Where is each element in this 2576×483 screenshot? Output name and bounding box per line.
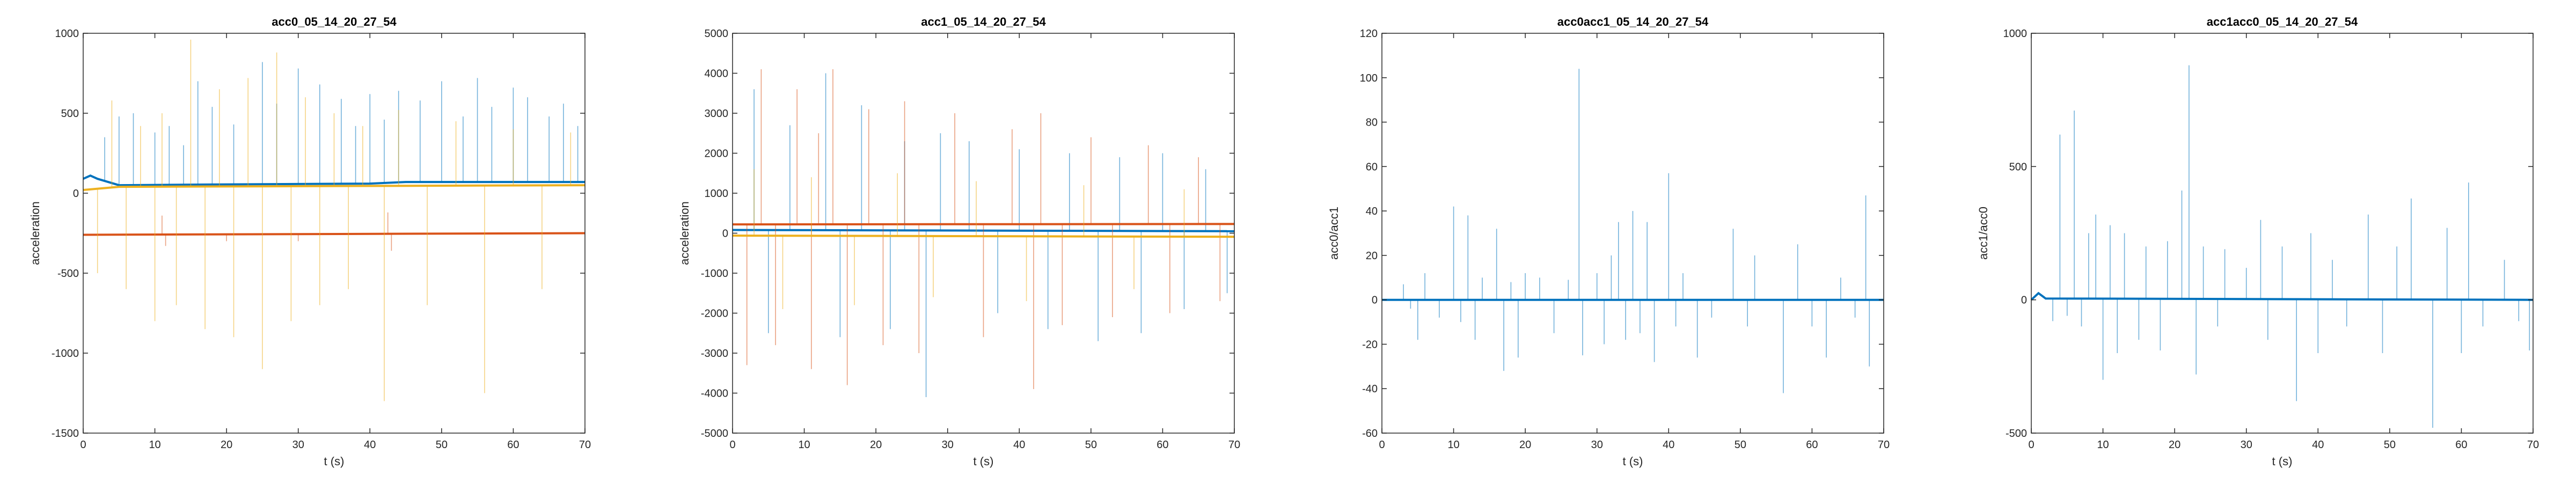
axes-box [2031, 33, 2534, 434]
series-0 [1382, 69, 1884, 393]
series-baseline [83, 174, 585, 187]
chart-title: acc1_05_14_20_27_54 [921, 15, 1046, 28]
y-tick-label: -40 [1362, 383, 1378, 395]
y-axis-label: acc1/acc0 [1977, 207, 1990, 260]
x-tick-label: 20 [221, 439, 232, 451]
x-tick-label: 30 [1591, 439, 1603, 451]
y-tick-label: -60 [1362, 428, 1378, 440]
y-tick-label: 4000 [705, 68, 729, 80]
y-tick-label: -3000 [701, 348, 728, 360]
series-1 [83, 212, 586, 251]
x-tick-label: 0 [80, 439, 86, 451]
axes-box [83, 33, 586, 434]
x-tick-label: 60 [1157, 439, 1168, 451]
x-axis-label: t (s) [1623, 455, 1643, 468]
x-tick-label: 50 [2384, 439, 2396, 451]
x-tick-label: 50 [436, 439, 448, 451]
y-tick-label: -1000 [52, 348, 79, 360]
series-baseline [2030, 291, 2534, 301]
y-tick-label: 20 [1366, 250, 1378, 262]
x-tick-label: 20 [870, 439, 882, 451]
x-tick-label: 10 [798, 439, 810, 451]
series-0 [2030, 65, 2534, 428]
x-tick-label: 10 [2097, 439, 2109, 451]
x-tick-label: 40 [1663, 439, 1674, 451]
y-tick-label: -500 [2006, 428, 2027, 440]
x-tick-label: 70 [2527, 439, 2539, 451]
chart-title: acc1acc0_05_14_20_27_54 [2207, 15, 2358, 28]
y-tick-label: 2000 [705, 148, 729, 160]
y-tick-label: -1000 [701, 268, 728, 280]
chart-3: 0 10 20 30 40 50 60 70-50005001000acc1acc0_05_1… [1977, 15, 2539, 468]
chart-1: 0 10 20 30 40 50 60 70 -5000 -4000 -3000 -2000 -1000… [678, 15, 1240, 468]
y-tick-label: -4000 [701, 388, 728, 400]
x-tick-label: 70 [1878, 439, 1890, 451]
y-tick-label: 80 [1366, 117, 1378, 129]
x-tick-label: 0 [729, 439, 735, 451]
y-tick-label: 1000 [55, 28, 79, 40]
y-tick-label: 120 [1360, 28, 1378, 40]
chart-0: 0 10 20 30 40 50 60 70 -1500 -1000 -500 0 500 1000 acc… [28, 15, 591, 468]
x-tick-label: 60 [2455, 439, 2467, 451]
y-tick-label: 100 [1360, 72, 1378, 84]
series-baseline [83, 232, 586, 236]
x-tick-label: 60 [507, 439, 519, 451]
x-tick-label: 40 [2312, 439, 2324, 451]
x-tick-label: 20 [1519, 439, 1531, 451]
y-tick-label: -5000 [701, 428, 728, 440]
y-tick-label: 5000 [705, 28, 729, 40]
x-axis-label: t (s) [324, 455, 345, 468]
x-tick-label: 10 [1447, 439, 1459, 451]
plot-area [2031, 33, 2533, 433]
y-tick-label: 0 [1372, 295, 1378, 306]
y-tick-label: -500 [57, 268, 79, 280]
y-tick-label: 0 [2021, 295, 2027, 306]
y-tick-label: 1000 [705, 188, 729, 200]
chart-title: acc0acc1_05_14_20_27_54 [1557, 15, 1709, 28]
y-axis-label: acceleration [678, 201, 691, 265]
y-tick-label: 0 [73, 188, 79, 200]
chart-title: acc0_05_14_20_27_54 [272, 15, 397, 28]
x-tick-label: 70 [579, 439, 591, 451]
series-2 [732, 169, 1235, 309]
axes-box [1381, 33, 1884, 434]
x-tick-label: 30 [942, 439, 954, 451]
y-tick-label: 500 [61, 108, 79, 120]
y-axis-label: acc0/acc1 [1327, 207, 1341, 260]
y-tick-label: -2000 [701, 308, 728, 320]
y-tick-label: 60 [1366, 161, 1378, 173]
y-tick-label: 500 [2009, 161, 2027, 173]
x-axis-label: t (s) [2272, 455, 2293, 468]
x-tick-label: 50 [1085, 439, 1097, 451]
x-tick-label: 60 [1806, 439, 1818, 451]
y-tick-label: -1500 [52, 428, 79, 440]
x-tick-label: 40 [364, 439, 376, 451]
x-tick-label: 50 [1735, 439, 1746, 451]
series-1 [732, 69, 1235, 389]
x-tick-label: 30 [292, 439, 304, 451]
x-tick-label: 20 [2169, 439, 2180, 451]
x-tick-label: 70 [1228, 439, 1240, 451]
x-tick-label: 30 [2241, 439, 2252, 451]
series-baseline [83, 184, 586, 191]
y-axis-label: acceleration [28, 201, 42, 265]
x-tick-label: 10 [149, 439, 160, 451]
y-tick-label: 0 [722, 228, 728, 240]
series-baseline [732, 235, 1235, 238]
y-tick-label: -20 [1362, 339, 1378, 350]
x-tick-label: 40 [1013, 439, 1025, 451]
y-tick-label: 1000 [2003, 28, 2028, 40]
y-tick-label: 40 [1366, 206, 1378, 217]
x-tick-label: 0 [1379, 439, 1385, 451]
x-tick-label: 0 [2028, 439, 2034, 451]
y-tick-label: 3000 [705, 108, 729, 120]
x-axis-label: t (s) [974, 455, 994, 468]
series-2 [83, 39, 586, 401]
chart-2: 0 10 20 30 40 50 60 70 -60 -40 -20 0 20 40 60 80 100 120 a… [1327, 15, 1890, 468]
